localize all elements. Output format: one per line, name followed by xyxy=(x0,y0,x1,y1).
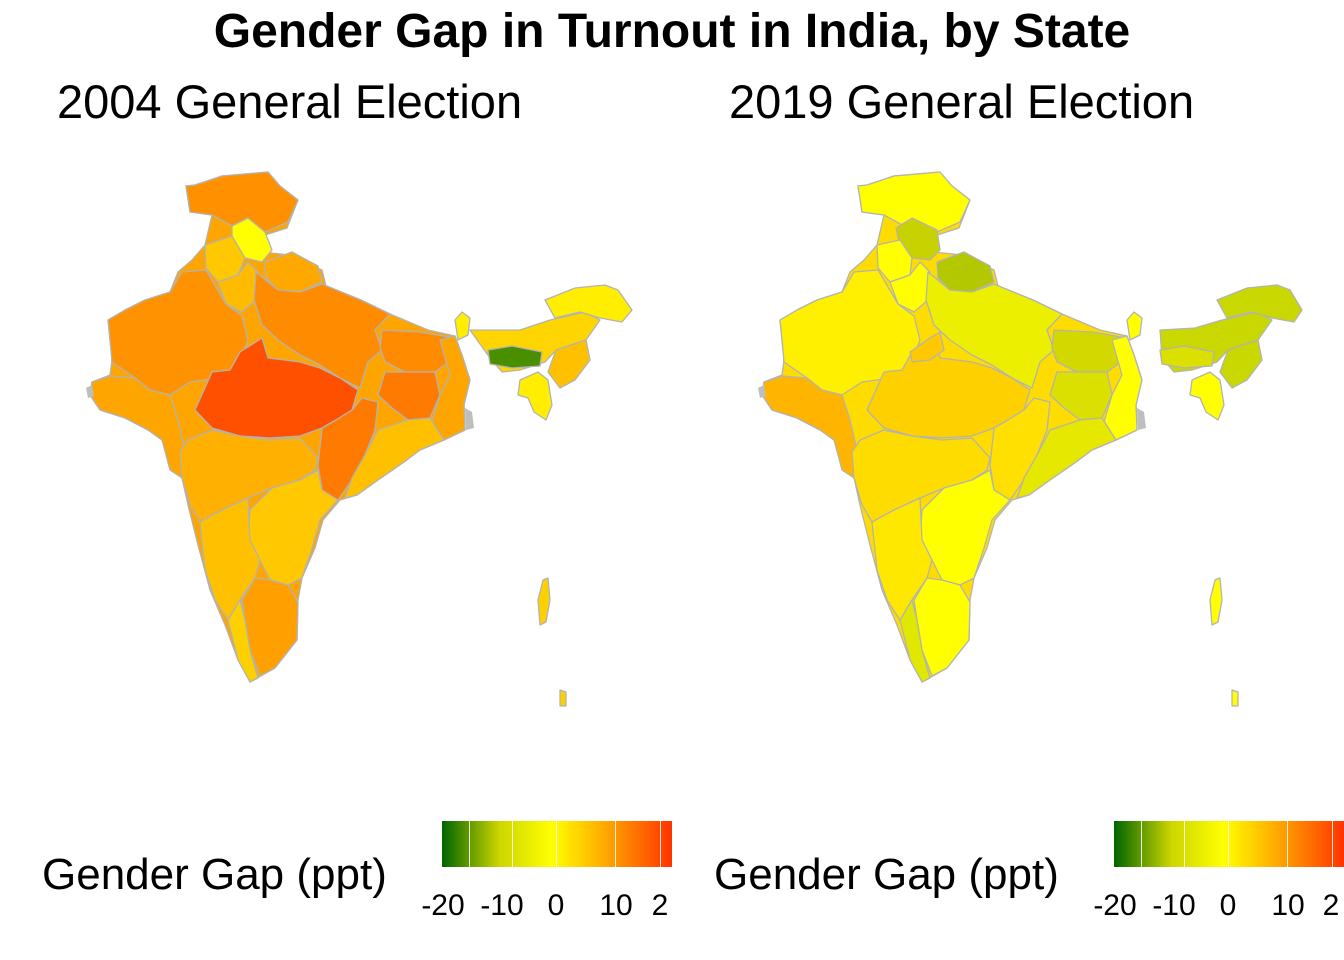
map-2019-nagaland-manipur xyxy=(1219,339,1263,389)
panel-title-2004: 2004 General Election xyxy=(57,75,523,128)
legend-title-2004: Gender Gap (ppt) xyxy=(42,850,387,899)
colorbar-tick xyxy=(615,821,616,867)
map-2004-uttarakhand xyxy=(264,251,323,293)
legend-2004-tick-label: -10 xyxy=(480,889,524,922)
legend-2004-tick-label: 2 xyxy=(651,889,669,922)
colorbar-tick xyxy=(1228,821,1229,867)
map-2004-kerala xyxy=(227,599,259,683)
panel-title-2019: 2019 General Election xyxy=(729,75,1195,128)
legend-2019-tick-label: -20 xyxy=(1093,889,1137,922)
colorbar-tick xyxy=(660,821,661,867)
map-2004-tripura-mizoram xyxy=(517,371,553,421)
map-2004-gujarat-missing xyxy=(86,385,94,398)
map-2019-mp-north xyxy=(909,331,945,363)
legend-2019-tick-label: 0 xyxy=(1219,889,1237,922)
map-2004-arunachal xyxy=(544,284,633,323)
map-2004-uttar-pradesh xyxy=(253,271,391,389)
map-2004-meghalaya xyxy=(487,345,543,369)
colorbar-tick xyxy=(1332,821,1333,867)
map-2004-odisha xyxy=(344,417,445,499)
map-2019-kerala xyxy=(899,599,931,683)
map-2019-arunachal xyxy=(1216,284,1303,323)
colorbar-2019 xyxy=(1114,821,1344,867)
legend-2019-tick-label: -10 xyxy=(1152,889,1196,922)
colorbar-2004 xyxy=(442,821,672,867)
map-2019-sikkim xyxy=(1126,311,1143,341)
map-2019-uttar-pradesh xyxy=(925,271,1063,389)
legend-2004-tick-label: 0 xyxy=(547,889,565,922)
colorbar-tick xyxy=(1141,821,1142,867)
legend-2019-tick-label: 10 xyxy=(1271,889,1305,922)
map-2019-tripura-mizoram xyxy=(1189,371,1225,421)
colorbar-tick xyxy=(1184,821,1185,867)
colorbar-tick xyxy=(512,821,513,867)
map-2019-nicobar-islands xyxy=(1231,689,1239,707)
main-title: Gender Gap in Turnout in India, by State xyxy=(213,5,1131,58)
map-2019-gujarat-missing xyxy=(758,385,766,398)
map-2004-jammu-kashmir xyxy=(185,171,299,239)
map-2019-meghalaya xyxy=(1159,345,1215,369)
colorbar-tick xyxy=(1287,821,1288,867)
colorbar-tick xyxy=(469,821,470,867)
colorbar-tick xyxy=(556,821,557,867)
legend-2004-tick-label: -20 xyxy=(421,889,465,922)
legend-2019-tick-label: 2 xyxy=(1322,889,1340,922)
map-2004-andaman-islands xyxy=(537,577,551,626)
map-2004-sikkim xyxy=(454,311,471,341)
map-2004-madhya-pradesh xyxy=(194,337,359,439)
map-2004-nagaland-manipur xyxy=(547,339,591,389)
legend-2004-tick-label: 10 xyxy=(599,889,633,922)
map-2004-nicobar-islands xyxy=(559,689,567,707)
map-2004-west-bengal xyxy=(431,335,471,441)
india-map-2019 xyxy=(758,171,1303,707)
map-2004-bangladesh-gap xyxy=(465,408,474,430)
india-map-2004 xyxy=(86,171,633,707)
map-2019-jammu-kashmir xyxy=(857,171,971,239)
map-2019-west-bengal xyxy=(1103,335,1143,441)
legend-title-2019: Gender Gap (ppt) xyxy=(714,850,1059,899)
map-2019-andaman-islands xyxy=(1209,577,1223,626)
map-2019-uttarakhand xyxy=(936,251,995,293)
map-2019-odisha xyxy=(1016,417,1117,499)
map-2019-bangladesh-gap xyxy=(1137,408,1146,430)
